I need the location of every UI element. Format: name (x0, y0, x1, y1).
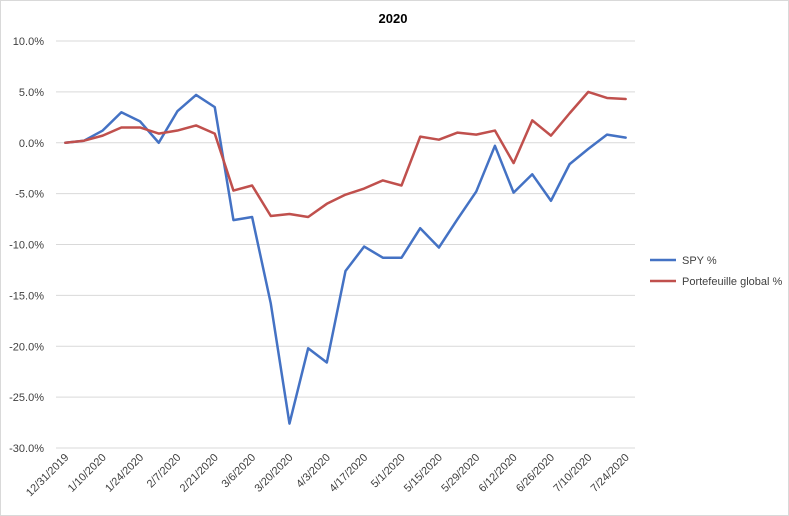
y-tick-label: -15.0% (9, 290, 44, 302)
y-tick-label: -25.0% (9, 392, 44, 404)
legend-label-portfolio: Portefeuille global % (682, 276, 783, 288)
x-tick-label: 4/3/2020 (294, 452, 333, 491)
y-tick-label: -10.0% (9, 240, 44, 252)
x-tick-label: 2/7/2020 (145, 452, 184, 491)
x-tick-label: 2/21/2020 (178, 452, 221, 495)
legend: SPY % Portefeuille global % (650, 255, 783, 288)
y-tick-label: -5.0% (15, 189, 44, 201)
y-tick-label: 5.0% (19, 87, 44, 99)
series-line-1 (64, 90, 627, 219)
x-tick-label: 5/1/2020 (369, 452, 408, 491)
x-tick-label: 5/15/2020 (402, 452, 445, 495)
series-line-0 (64, 93, 627, 425)
y-tick-label: -20.0% (9, 341, 44, 353)
x-tick-label: 3/6/2020 (219, 452, 258, 491)
legend-label-spy: SPY % (682, 255, 717, 267)
y-tick-label: 10.0% (13, 36, 44, 48)
y-tick-label: 0.0% (19, 138, 44, 150)
x-axis-tick-labels: 12/31/20191/10/20201/24/20202/7/20202/21… (24, 452, 632, 499)
y-tick-label: -30.0% (9, 443, 44, 455)
x-tick-label: 1/10/2020 (66, 452, 109, 495)
x-tick-label: 6/12/2020 (477, 452, 520, 495)
x-tick-label: 7/24/2020 (589, 452, 632, 495)
series-lines (64, 90, 627, 425)
x-tick-label: 5/29/2020 (439, 452, 482, 495)
x-tick-label: 4/17/2020 (327, 452, 370, 495)
x-tick-label: 7/10/2020 (551, 452, 594, 495)
chart-title: 2020 (379, 11, 408, 26)
x-tick-label: 1/24/2020 (103, 452, 146, 495)
y-axis-tick-labels: -30.0% -25.0% -20.0% -15.0% -10.0% -5.0% 0.0% 5… (9, 36, 44, 455)
x-tick-label: 12/31/2019 (24, 452, 71, 499)
x-tick-label: 3/20/2020 (252, 452, 295, 495)
gridlines (56, 40, 635, 449)
x-tick-label: 6/26/2020 (514, 452, 557, 495)
